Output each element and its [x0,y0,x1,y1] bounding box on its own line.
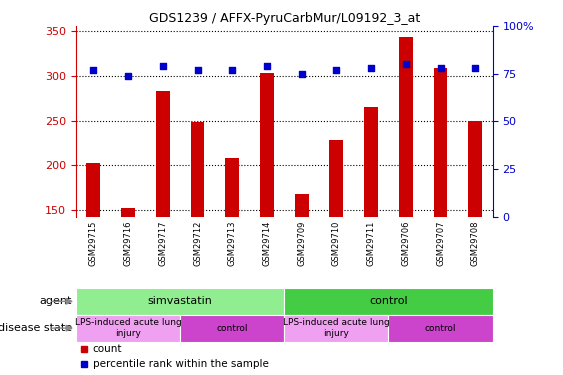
Text: GSM29717: GSM29717 [158,220,167,266]
Bar [284,315,388,342]
Bar [388,315,493,342]
Text: GSM29706: GSM29706 [401,220,410,266]
Text: GSM29716: GSM29716 [124,220,132,266]
Point [471,65,480,71]
Bar [260,73,274,217]
Bar [399,37,413,217]
Bar [364,107,378,217]
Bar [87,163,100,217]
Text: GSM29710: GSM29710 [332,220,341,266]
Text: agent: agent [39,296,72,306]
Text: control: control [369,296,408,306]
Bar [295,194,309,217]
Bar [180,315,284,342]
Bar [190,122,204,217]
Text: GSM29709: GSM29709 [297,220,306,266]
Text: simvastatin: simvastatin [148,296,213,306]
Text: GSM29712: GSM29712 [193,220,202,266]
Point [332,67,341,73]
Text: percentile rank within the sample: percentile rank within the sample [93,359,269,369]
Point [297,71,306,77]
Text: LPS-induced acute lung
injury: LPS-induced acute lung injury [283,318,390,338]
Bar [76,288,284,315]
Bar [225,158,239,217]
Text: count: count [93,344,122,354]
Bar [434,69,448,217]
Text: GSM29715: GSM29715 [89,220,98,266]
Text: LPS-induced acute lung
injury: LPS-induced acute lung injury [75,318,181,338]
Point [367,65,376,71]
Point [124,73,133,79]
Text: GSM29711: GSM29711 [367,220,376,266]
Text: control: control [217,324,248,333]
Point [158,63,167,69]
Text: GSM29708: GSM29708 [471,220,480,266]
Text: GSM29714: GSM29714 [262,220,271,266]
Point [193,67,202,73]
Title: GDS1239 / AFFX-PyruCarbMur/L09192_3_at: GDS1239 / AFFX-PyruCarbMur/L09192_3_at [149,12,420,25]
Bar [284,288,493,315]
Text: GSM29707: GSM29707 [436,220,445,266]
Bar [121,208,135,217]
Bar [468,120,482,217]
Point [227,67,237,73]
Bar [76,315,180,342]
Text: disease state: disease state [0,323,72,333]
Text: GSM29713: GSM29713 [228,220,236,266]
Point [89,67,98,73]
Point [401,62,410,68]
Text: control: control [425,324,456,333]
Bar [156,91,170,217]
Point [436,65,445,71]
Point [262,63,271,69]
Bar [329,140,343,217]
